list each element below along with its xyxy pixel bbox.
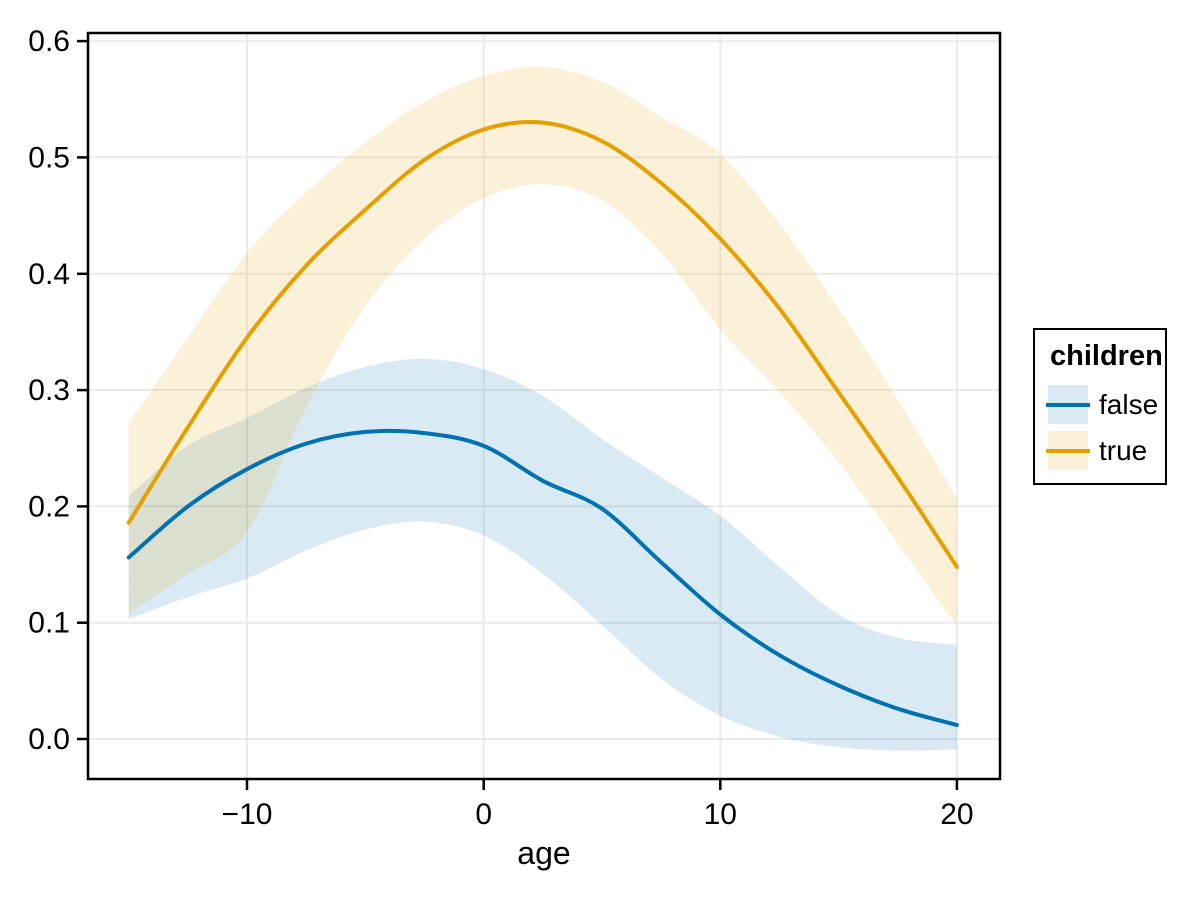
confidence-band-true xyxy=(128,66,957,627)
x-tick-label: 10 xyxy=(704,798,737,831)
y-tick-label: 0.6 xyxy=(28,25,70,58)
legend-label-true: true xyxy=(1099,434,1148,466)
x-tick-label: 20 xyxy=(940,798,973,831)
legend-title: children xyxy=(1050,340,1163,372)
legend-entry-false: false xyxy=(1046,385,1165,425)
x-tick-label: 0 xyxy=(475,798,492,831)
legend-line-swatch-false xyxy=(1046,402,1090,407)
y-tick-label: 0.3 xyxy=(28,374,70,407)
legend-label-false: false xyxy=(1099,388,1159,420)
legend: children false true xyxy=(1033,328,1167,485)
y-tick-label: 0.0 xyxy=(28,723,70,756)
line-true xyxy=(126,119,959,569)
legend-entry-true: true xyxy=(1046,431,1165,471)
y-tick-label: 0.2 xyxy=(28,490,70,523)
legend-band-swatch-false xyxy=(1046,385,1090,425)
legend-band-swatch-true xyxy=(1046,431,1090,471)
plot-frame xyxy=(86,31,1002,781)
y-tick-label: 0.5 xyxy=(28,141,70,174)
x-axis-label: age xyxy=(517,835,570,871)
y-tick-label: 0.1 xyxy=(28,607,70,640)
y-tick-label: 0.4 xyxy=(28,258,70,291)
confidence-band-false xyxy=(128,358,957,751)
x-tick-label: −10 xyxy=(222,798,273,831)
line-false xyxy=(126,428,959,727)
legend-line-swatch-true xyxy=(1046,448,1090,453)
